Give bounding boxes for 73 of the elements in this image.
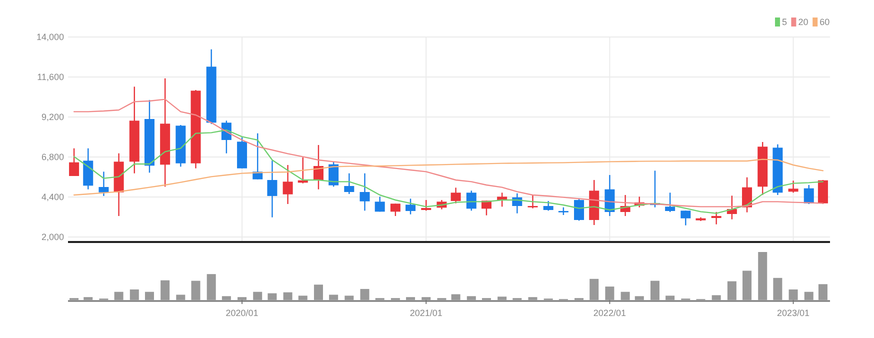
candlestick <box>98 171 109 197</box>
bar <box>422 297 431 300</box>
bar <box>451 294 460 300</box>
bar <box>712 295 721 300</box>
candlestick <box>497 192 508 208</box>
x-tick-label: 2023/01 <box>777 308 810 318</box>
legend-label: 5 <box>782 16 788 27</box>
y-tick-label: 4,400 <box>41 192 64 202</box>
bar <box>590 278 599 300</box>
y-tick-label: 6,800 <box>41 152 64 162</box>
x-tick-label: 2021/01 <box>410 308 442 318</box>
bar <box>314 284 323 300</box>
bar <box>727 281 736 300</box>
bar <box>344 296 354 300</box>
bar <box>176 294 186 300</box>
bar <box>666 296 675 300</box>
bar <box>160 280 170 300</box>
bar <box>191 280 200 300</box>
candlestick <box>804 184 814 205</box>
bar <box>114 292 124 300</box>
bar <box>222 296 231 300</box>
bar <box>788 289 798 300</box>
bar <box>283 292 292 300</box>
candlestick <box>267 160 278 218</box>
bar <box>406 297 416 300</box>
candlestick <box>466 190 476 212</box>
candlestick <box>69 148 80 177</box>
bar <box>634 296 644 300</box>
candlestick <box>680 210 691 226</box>
candlestick <box>374 196 385 212</box>
bar <box>758 252 768 300</box>
bar <box>268 293 277 300</box>
candlestick <box>665 192 676 213</box>
candlestick <box>390 203 400 217</box>
bar <box>742 270 752 300</box>
y-tick-label: 14,000 <box>36 32 64 42</box>
y-tick-label: 11,600 <box>37 72 64 82</box>
candlestick <box>344 172 354 195</box>
candlestick <box>282 164 293 205</box>
bar <box>605 286 614 300</box>
bar <box>298 296 308 300</box>
bar <box>253 292 262 300</box>
legend-label: 20 <box>798 16 808 27</box>
bar <box>773 278 782 300</box>
bar <box>804 292 814 300</box>
bar <box>206 274 216 300</box>
candlestick <box>360 172 370 212</box>
bar <box>130 289 139 300</box>
bar <box>329 294 338 300</box>
bar <box>238 297 247 300</box>
line-series <box>73 158 824 196</box>
y-tick-label: 9,200 <box>41 112 64 122</box>
bar <box>650 280 660 300</box>
candlestick <box>788 180 798 194</box>
legend-label: 60 <box>820 16 830 27</box>
y-tick-label: 2,000 <box>41 232 64 242</box>
x-tick-label: 2020/01 <box>226 308 258 318</box>
x-tick-label: 2022/01 <box>593 308 626 318</box>
candlestick <box>406 198 416 215</box>
bar <box>620 292 630 300</box>
candlestick <box>711 211 722 225</box>
bar <box>818 284 828 300</box>
candlestick <box>574 198 584 222</box>
bar <box>466 296 476 300</box>
candlestick <box>543 200 554 212</box>
candlestick <box>528 194 538 209</box>
bar <box>84 297 93 300</box>
candlestick <box>421 199 432 212</box>
bar <box>528 297 538 300</box>
candlestick <box>450 187 461 204</box>
bar <box>498 296 507 300</box>
bar <box>360 288 370 300</box>
bar <box>144 292 154 300</box>
